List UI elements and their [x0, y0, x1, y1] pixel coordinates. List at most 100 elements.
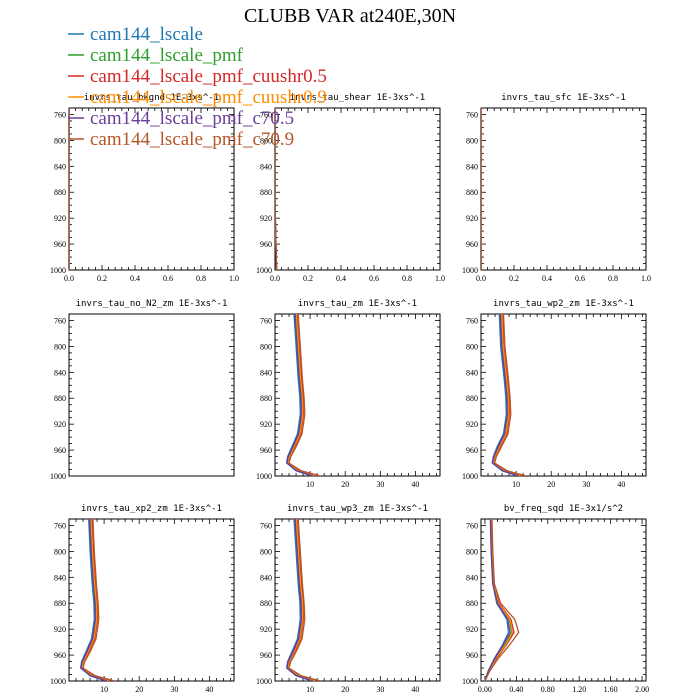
- x-tick-label: 0.6: [369, 274, 379, 283]
- series-group: [275, 108, 278, 270]
- series-line-cam144_lscale_pmf_c70.5: [484, 519, 511, 681]
- x-tick-label: 0.4: [336, 274, 346, 283]
- y-tick-label: 880: [466, 394, 478, 403]
- panel-title: invrs_tau_no_N2_zm 1E-3xs^-1: [76, 299, 228, 309]
- x-tick-label: 0.00: [478, 685, 492, 694]
- y-tick-label: 840: [54, 573, 66, 582]
- y-tick-label: 960: [260, 240, 272, 249]
- y-tick-label: 920: [466, 625, 478, 634]
- plot-frame: [480, 313, 647, 477]
- panel-9: bv_freq_sqd 1E-3x1/s^2 760 800 840 880 920 960…: [462, 504, 649, 694]
- y-tick-label: 1000: [256, 472, 272, 481]
- y-tick-label: 920: [54, 214, 66, 223]
- x-tick-label: 1.0: [229, 274, 239, 283]
- series-line-cam144_lscale_pmf_c70.5: [491, 314, 520, 476]
- series-line-cam144_lscale_pmf_cuushr0.9: [287, 314, 315, 476]
- y-tick-label: 920: [260, 214, 272, 223]
- panel-3: invrs_tau_sfc 1E-3xs^-1 760 800 840 880 920 96…: [462, 93, 651, 283]
- y-tick-label: 880: [466, 599, 478, 608]
- x-tick-label: 0.4: [130, 274, 140, 283]
- x-tick-label: 0.6: [163, 274, 173, 283]
- series-line-cam144_lscale_pmf_c70.5: [286, 519, 314, 681]
- y-tick-label: 1000: [462, 677, 478, 686]
- x-tick-label: 40: [205, 685, 213, 694]
- x-tick-label: 0.8: [196, 274, 206, 283]
- series-line-cam144_lscale_pmf_cuushr0.9: [492, 314, 521, 476]
- plot-frame: [274, 313, 441, 477]
- figure-title: CLUBB VAR at240E,30N: [244, 5, 456, 27]
- y-tick-label: 960: [260, 446, 272, 455]
- y-tick-label: 960: [54, 446, 66, 455]
- y-tick-label: 960: [54, 240, 66, 249]
- panel-4: invrs_tau_no_N2_zm 1E-3xs^-1 760 800 840 880…: [50, 299, 235, 481]
- x-tick-label: 1.60: [604, 685, 618, 694]
- x-tick-label: 1.20: [572, 685, 586, 694]
- panel-title: invrs_tau_zm 1E-3xs^-1: [298, 299, 417, 309]
- x-tick-label: 0.2: [509, 274, 519, 283]
- x-tick-label: 30: [376, 685, 384, 694]
- series-line-cam144_lscale_pmf_c70.9: [288, 314, 321, 476]
- y-tick-label: 800: [54, 342, 66, 351]
- x-tick-label: 0.8: [608, 274, 618, 283]
- x-tick-label: 20: [135, 685, 143, 694]
- x-tick-label: 2.00: [635, 685, 649, 694]
- y-tick-label: 800: [260, 547, 272, 556]
- x-tick-label: 0.40: [509, 685, 523, 694]
- plot-frame: [480, 518, 647, 682]
- plot-frame: [68, 313, 235, 477]
- y-tick-label: 960: [466, 240, 478, 249]
- x-tick-label: 40: [411, 685, 419, 694]
- y-tick-label: 880: [260, 188, 272, 197]
- y-tick-label: 880: [54, 394, 66, 403]
- x-tick-label: 0.0: [476, 274, 486, 283]
- x-tick-label: 0.2: [97, 274, 107, 283]
- x-tick-label: 0.0: [270, 274, 280, 283]
- y-tick-label: 920: [260, 625, 272, 634]
- y-tick-label: 760: [260, 316, 272, 325]
- y-tick-label: 920: [54, 625, 66, 634]
- x-tick-label: 40: [411, 480, 419, 489]
- y-tick-label: 1000: [50, 472, 66, 481]
- legend-entry: cam144_lscale_pmf_c70.5: [90, 108, 294, 129]
- y-tick-label: 840: [260, 162, 272, 171]
- y-tick-label: 1000: [462, 472, 478, 481]
- y-tick-label: 880: [260, 394, 272, 403]
- x-tick-label: 0.2: [303, 274, 313, 283]
- y-tick-label: 760: [54, 316, 66, 325]
- y-tick-label: 760: [260, 110, 272, 119]
- y-tick-label: 1000: [50, 677, 66, 686]
- panel-2: invrs_tau_shear 1E-3xs^-1 760 800 840 880 920…: [256, 93, 445, 283]
- y-tick-label: 760: [466, 521, 478, 530]
- panel-title: invrs_tau_sfc 1E-3xs^-1: [501, 93, 626, 103]
- series-group: [285, 314, 321, 476]
- panel-5: invrs_tau_zm 1E-3xs^-1 760 800 840 880 920 960…: [256, 299, 441, 489]
- y-tick-label: 800: [260, 136, 272, 145]
- y-tick-label: 1000: [50, 266, 66, 275]
- x-tick-label: 0.0: [64, 274, 74, 283]
- y-tick-label: 760: [54, 521, 66, 530]
- y-tick-label: 960: [466, 446, 478, 455]
- x-tick-label: 10: [306, 480, 314, 489]
- series-line-cam144_lscale_pmf_c70.9: [493, 314, 527, 476]
- y-tick-label: 800: [466, 547, 478, 556]
- y-tick-label: 760: [54, 110, 66, 119]
- panel-title: invrs_tau_wp3_zm 1E-3xs^-1: [287, 504, 428, 514]
- series-line-cam144_lscale_pmf_c70.9: [484, 519, 520, 681]
- x-tick-label: 10: [512, 480, 520, 489]
- y-tick-label: 960: [466, 651, 478, 660]
- plot-frame: [274, 107, 441, 271]
- panel-title: invrs_tau_wp2_zm 1E-3xs^-1: [493, 299, 634, 309]
- plot-frame: [274, 518, 441, 682]
- series-line-cam144_lscale_pmf_cuushr0.9: [484, 519, 514, 681]
- series-line-cam144_lscale_pmf_c70.9: [82, 519, 115, 681]
- x-tick-label: 30: [376, 480, 384, 489]
- series-line-cam144_lscale_pmf_c70.5: [80, 519, 108, 681]
- y-tick-label: 800: [54, 136, 66, 145]
- series-group: [484, 519, 520, 681]
- y-tick-label: 960: [54, 651, 66, 660]
- x-tick-label: 10: [100, 685, 108, 694]
- panel-7: invrs_tau_xp2_zm 1E-3xs^-1 760 800 840 880 92…: [50, 504, 235, 694]
- y-tick-label: 800: [54, 547, 66, 556]
- panel-title: invrs_tau_xp2_zm 1E-3xs^-1: [81, 504, 222, 514]
